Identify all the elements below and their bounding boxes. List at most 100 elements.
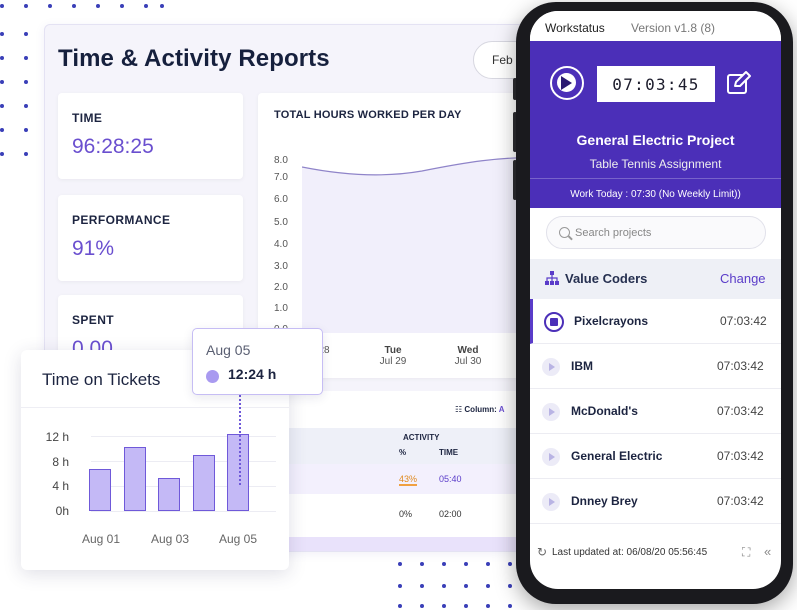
y-tick: 4.0 xyxy=(274,239,288,250)
tooltip-value: 12:24 h xyxy=(228,366,277,382)
gridline xyxy=(91,436,276,437)
x-tick: Tue Jul 29 xyxy=(379,345,407,367)
search-icon xyxy=(559,227,570,238)
x-tick: Aug 03 xyxy=(150,532,190,546)
play-icon[interactable] xyxy=(542,403,560,421)
x-tick: Aug 01 xyxy=(81,532,121,546)
stat-card-time: TIME 96:28:25 xyxy=(58,93,243,179)
app-version: Version v1.8 (8) xyxy=(631,21,716,35)
search-input[interactable] xyxy=(575,217,755,248)
ticket-bar[interactable] xyxy=(89,469,111,511)
timer-display: 07:03:45 xyxy=(597,66,715,102)
table-scroll-strip xyxy=(283,537,563,551)
ticket-bar[interactable] xyxy=(227,433,249,511)
collapse-icon[interactable]: « xyxy=(764,544,772,559)
gridline xyxy=(91,511,276,512)
project-name: McDonald's xyxy=(571,404,638,418)
project-time: 07:03:42 xyxy=(720,314,767,328)
last-updated: Last updated at: 06/08/20 05:56:45 xyxy=(552,547,708,558)
play-icon[interactable] xyxy=(542,358,560,376)
stat-value: 91% xyxy=(72,237,115,260)
project-row[interactable]: General Electric 07:03:42 xyxy=(530,434,781,479)
chart-title: TOTAL HOURS WORKED PER DAY xyxy=(274,109,462,121)
phone-side-button xyxy=(513,78,517,100)
current-project: General Electric Project xyxy=(576,132,735,148)
column-selector[interactable]: ☷ Column: A xyxy=(455,405,505,414)
divider xyxy=(21,407,289,408)
page-title: Time & Activity Reports xyxy=(58,45,330,72)
header-time: TIME xyxy=(439,448,459,457)
tooltip-guide-line xyxy=(239,395,241,485)
phone-screen: Workstatus Version v1.8 (8) 07:03:45 Gen… xyxy=(530,11,781,589)
project-name: General Electric xyxy=(571,449,663,463)
gridline xyxy=(91,461,276,462)
x-tick: Aug 05 xyxy=(218,532,258,546)
edit-icon[interactable] xyxy=(726,70,752,96)
org-name: Value Coders xyxy=(565,271,648,286)
organization-bar: Value Coders Change xyxy=(530,259,781,299)
dot-pattern-left xyxy=(0,0,164,160)
work-today: Work Today : 07:30 (No Weekly Limit)) xyxy=(530,178,781,208)
time-on-tickets-card: Time on Tickets 12 h 8 h 4 h 0h Aug 01 A… xyxy=(21,350,289,570)
tickets-title: Time on Tickets xyxy=(42,370,161,389)
legend-dot-icon xyxy=(206,370,219,383)
hours-area xyxy=(302,157,558,333)
dot-pattern-bottom xyxy=(398,560,518,610)
play-icon[interactable] xyxy=(542,448,560,466)
y-tick: 7.0 xyxy=(274,172,288,183)
stat-label: PERFORMANCE xyxy=(72,213,171,227)
project-name: Dnney Brey xyxy=(571,494,638,508)
x-tick: Wed Jul 30 xyxy=(454,345,482,367)
app-name: Workstatus xyxy=(545,21,605,35)
stat-label: SPENT xyxy=(72,313,115,327)
project-name: Pixelcrayons xyxy=(574,314,649,328)
y-tick: 4 h xyxy=(52,479,69,493)
play-icon[interactable] xyxy=(542,493,560,511)
ticket-bar[interactable] xyxy=(192,455,215,511)
bar-tooltip: Aug 05 12:24 h xyxy=(192,328,323,395)
x-tick: 28 xyxy=(318,345,330,356)
refresh-icon[interactable]: ↻ xyxy=(537,545,548,559)
search-box xyxy=(546,216,766,249)
activity-pct: 0% xyxy=(399,509,413,519)
y-tick: 0h xyxy=(55,504,69,518)
timer-panel: 07:03:45 General Electric Project Table … xyxy=(530,41,781,208)
header-pct: % xyxy=(399,448,407,457)
stop-icon[interactable] xyxy=(544,312,564,332)
ticket-bar[interactable] xyxy=(123,447,146,511)
project-row[interactable]: Dnney Brey 07:03:42 xyxy=(530,479,781,524)
project-time: 07:03:42 xyxy=(717,494,764,508)
project-time: 07:03:42 xyxy=(717,449,764,463)
activity-time: 02:00 xyxy=(439,509,462,519)
y-tick: 1.0 xyxy=(274,303,288,314)
stat-value: 96:28:25 xyxy=(72,135,154,158)
project-row[interactable]: Pixelcrayons 07:03:42 xyxy=(530,299,781,344)
y-tick: 12 h xyxy=(45,430,69,444)
activity-time: 05:40 xyxy=(439,474,462,484)
y-tick: 3.0 xyxy=(274,261,288,272)
ticket-bar[interactable] xyxy=(158,477,180,511)
y-tick: 2.0 xyxy=(274,282,288,293)
table-row[interactable]: 0% 02:00 xyxy=(283,499,563,529)
project-row[interactable]: McDonald's 07:03:42 xyxy=(530,389,781,434)
app-header: Workstatus Version v1.8 (8) xyxy=(530,11,781,41)
stat-label: TIME xyxy=(72,111,103,125)
y-tick: 8.0 xyxy=(274,155,288,166)
y-tick: 6.0 xyxy=(274,194,288,205)
activity-pct: 43% xyxy=(399,474,418,486)
y-tick: 8 h xyxy=(52,455,69,469)
header-activity: ACTIVITY xyxy=(403,433,440,442)
y-tick: 5.0 xyxy=(274,217,288,228)
stat-card-performance: PERFORMANCE 91% xyxy=(58,195,243,281)
play-icon xyxy=(561,76,572,90)
change-org-link[interactable]: Change xyxy=(720,271,766,286)
app-footer: ↻ Last updated at: 06/08/20 05:56:45 ⛶ « xyxy=(530,539,781,569)
current-task: Table Tennis Assignment xyxy=(589,157,722,171)
project-row[interactable]: IBM 07:03:42 xyxy=(530,344,781,389)
phone-side-button xyxy=(513,112,517,152)
gridline xyxy=(91,486,276,487)
project-name: IBM xyxy=(571,359,593,373)
project-time: 07:03:42 xyxy=(717,359,764,373)
expand-icon[interactable]: ⛶ xyxy=(742,545,751,559)
project-time: 07:03:42 xyxy=(717,404,764,418)
